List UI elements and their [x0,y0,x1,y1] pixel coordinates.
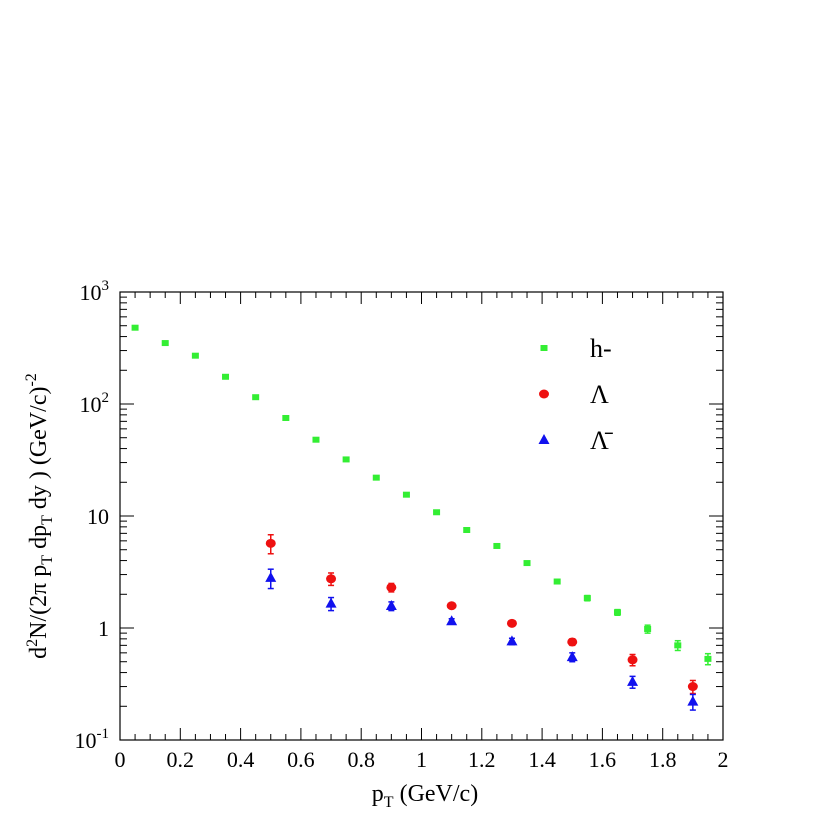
triangle-point [325,597,337,608]
triangle-point [687,695,699,706]
square-point [342,456,350,463]
y-tick-labels: 10-1 1 10 102 103 [75,278,110,753]
y-tick-label: 10 [87,504,109,529]
triangle-point [446,615,458,626]
y-tick-label: 10-1 [75,726,110,753]
square-point [252,394,260,401]
square-point [674,642,682,649]
triangle-point [385,600,397,611]
triangle-point [506,635,518,646]
y-axis-title: d2N/(2π pT dpT dy ) (GeV/c)-2 [23,373,56,659]
legend-label-triangle: Λ̄ [590,426,613,455]
square-point [312,436,320,443]
triangle-point [265,571,277,582]
square-point [523,560,531,567]
x-tick-label: 0.2 [167,747,195,772]
circle-point [265,538,276,548]
triangle-point [627,675,639,686]
square-point [161,340,169,347]
x-tick-label: 1.2 [468,747,496,772]
x-tick-label: 1.4 [528,747,556,772]
y-tick-label: 102 [80,390,110,417]
axis-ticks [119,292,724,741]
square-point [131,324,139,331]
circle-point [567,637,578,647]
legend-label-square: h- [590,334,612,363]
square-point [222,373,230,380]
square-point [372,474,380,481]
y-tick-label: 103 [80,278,110,305]
circle-point [326,574,337,584]
square-point [583,595,591,602]
square-point [644,625,652,632]
legend-marker-circle [539,389,549,399]
data-markers [131,324,712,711]
x-tick-label: 1.8 [649,747,677,772]
square-point [191,352,199,359]
square-point [402,491,410,498]
square-point [433,509,441,516]
x-tick-labels: 0 0.2 0.4 0.6 0.8 1 1.2 1.4 1.6 1.8 2 [115,747,729,772]
legend: h- Λ Λ̄ [538,334,613,455]
x-tick-label: 0.4 [227,747,255,772]
legend-marker-square [540,345,548,351]
square-point [493,542,501,549]
x-tick-label: 0.8 [347,747,375,772]
x-tick-label: 2 [718,747,729,772]
x-tick-label: 0.6 [287,747,315,772]
x-tick-label: 0 [115,747,126,772]
square-point [613,609,621,616]
circle-point [446,601,457,611]
plot-frame [119,291,724,741]
triangle-point [566,651,578,662]
square-point [463,526,471,533]
legend-label-circle: Λ [590,380,609,409]
circle-point [627,655,638,665]
circle-point [687,682,698,692]
square-point [553,578,561,585]
x-axis-title: pT (GeV/c) [372,781,478,811]
square-point [282,414,290,421]
x-tick-label: 1.6 [589,747,617,772]
legend-marker-triangle [538,434,550,444]
circle-point [386,582,397,592]
y-tick-label: 1 [98,616,109,641]
circle-point [506,618,517,628]
x-tick-label: 1 [416,747,427,772]
square-point [704,655,712,662]
